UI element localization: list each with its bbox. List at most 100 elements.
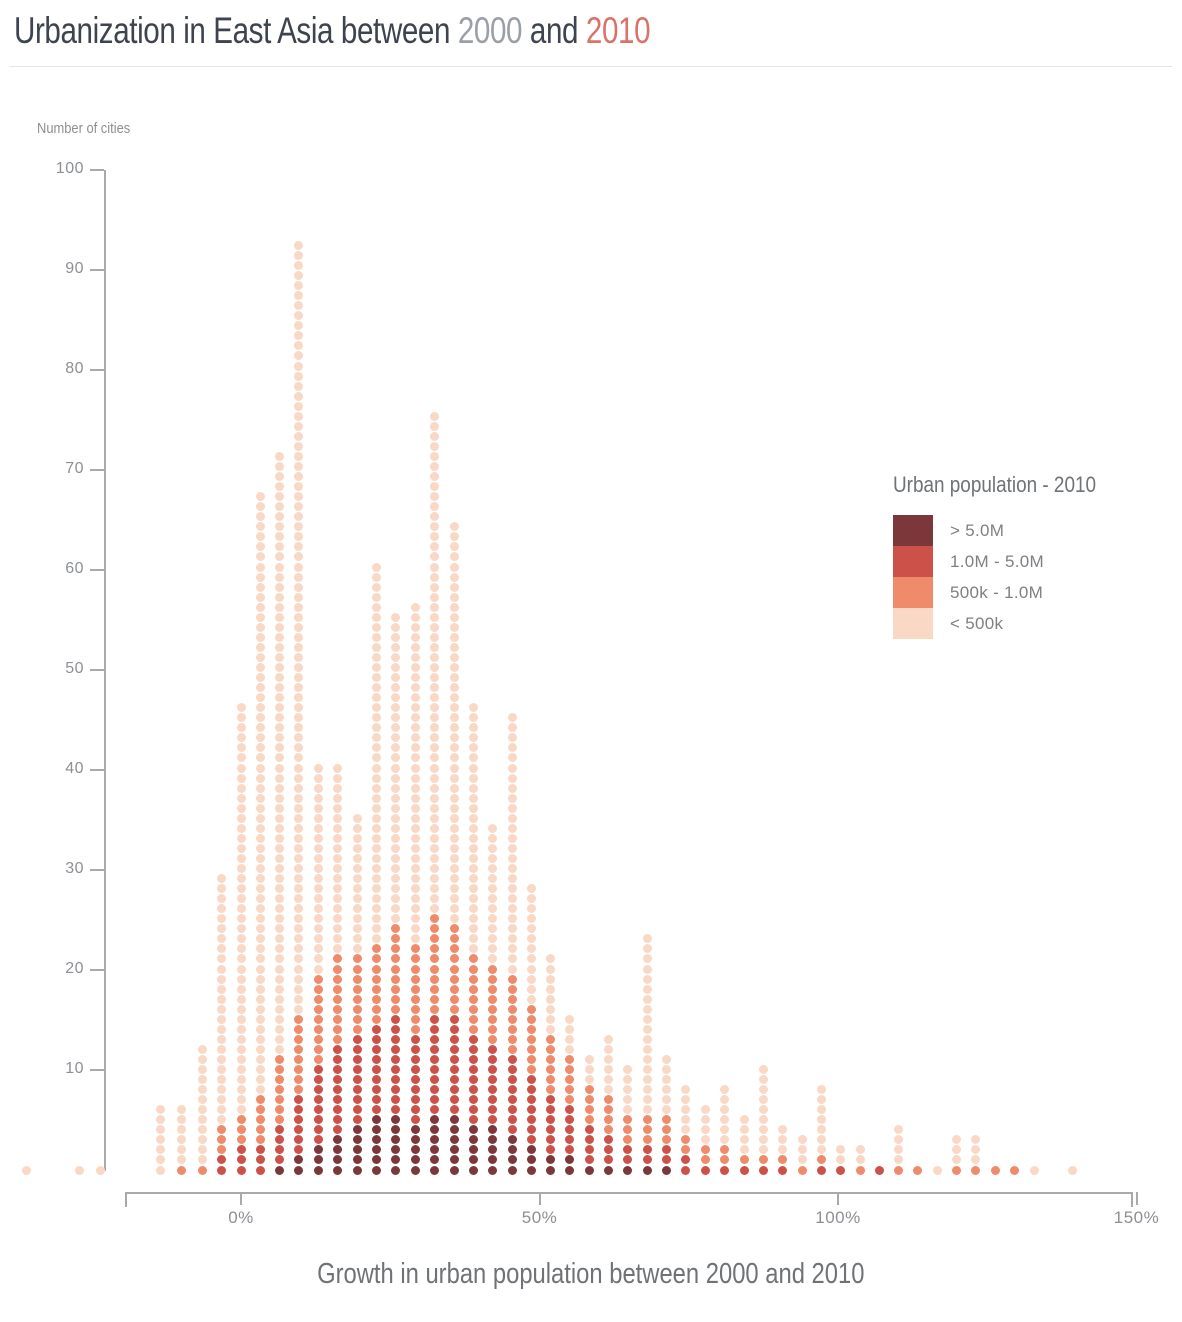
data-dot bbox=[391, 652, 401, 662]
legend: Urban population - 2010 > 5.0M 1.0M - 5.0… bbox=[893, 472, 1163, 639]
data-dot bbox=[294, 592, 304, 602]
data-dot bbox=[487, 833, 497, 843]
x-axis-end-cap bbox=[125, 1192, 127, 1207]
data-dot bbox=[468, 1155, 478, 1165]
data-dot bbox=[255, 843, 265, 853]
data-dot bbox=[643, 1125, 653, 1135]
data-dot bbox=[468, 934, 478, 944]
data-dot bbox=[372, 803, 382, 813]
data-dot bbox=[294, 874, 304, 884]
data-dot bbox=[294, 1095, 304, 1105]
data-dot bbox=[526, 974, 536, 984]
data-dot bbox=[314, 803, 324, 813]
legend-item-label[interactable]: 500k - 1.0M bbox=[950, 583, 1044, 602]
data-dot bbox=[352, 1135, 362, 1145]
data-dot bbox=[449, 612, 459, 622]
data-dot bbox=[275, 622, 285, 632]
data-dot bbox=[565, 1125, 575, 1135]
data-dot bbox=[429, 1095, 439, 1105]
data-dot bbox=[410, 843, 420, 853]
data-dot bbox=[372, 864, 382, 873]
data-dot bbox=[294, 884, 304, 894]
data-dot bbox=[391, 874, 401, 884]
data-dot bbox=[314, 823, 324, 833]
data-dot bbox=[546, 1085, 556, 1095]
data-dot bbox=[255, 813, 265, 823]
data-dot bbox=[449, 642, 459, 652]
data-dot bbox=[155, 1115, 165, 1125]
data-dot bbox=[643, 1115, 653, 1125]
data-dot bbox=[255, 723, 265, 733]
data-dot bbox=[507, 1095, 517, 1105]
data-dot bbox=[526, 1054, 536, 1064]
data-dot bbox=[255, 642, 265, 652]
data-dot bbox=[777, 1145, 787, 1155]
data-dot bbox=[391, 803, 401, 813]
data-dot bbox=[176, 1155, 186, 1165]
data-dot bbox=[816, 1105, 826, 1115]
data-dot bbox=[429, 512, 439, 522]
data-dot bbox=[623, 1115, 633, 1125]
legend-swatch[interactable] bbox=[893, 546, 933, 577]
data-dot bbox=[294, 401, 304, 411]
data-dot bbox=[584, 1115, 594, 1125]
data-dot bbox=[429, 482, 439, 492]
legend-swatch[interactable] bbox=[893, 577, 933, 608]
data-dot bbox=[662, 1155, 672, 1165]
data-dot bbox=[526, 1085, 536, 1095]
data-dot bbox=[546, 1014, 556, 1024]
data-dot bbox=[294, 904, 304, 914]
data-dot bbox=[372, 874, 382, 884]
data-dot bbox=[584, 1105, 594, 1115]
data-dot bbox=[255, 994, 265, 1004]
legend-item-label[interactable]: < 500k bbox=[950, 614, 1004, 633]
data-dot bbox=[720, 1165, 730, 1175]
data-dot bbox=[275, 823, 285, 833]
legend-title: Urban population - 2010 bbox=[893, 472, 1097, 497]
data-dot bbox=[236, 713, 246, 723]
data-dot bbox=[391, 914, 401, 924]
data-dot bbox=[391, 823, 401, 833]
data-dot bbox=[410, 622, 420, 632]
data-dot bbox=[275, 1004, 285, 1014]
data-dot bbox=[372, 1075, 382, 1085]
data-dot bbox=[391, 904, 401, 914]
data-dot bbox=[217, 1085, 227, 1095]
data-dot bbox=[487, 1165, 497, 1175]
data-dot bbox=[565, 1085, 575, 1095]
data-dot bbox=[449, 924, 459, 934]
data-dot bbox=[236, 733, 246, 743]
data-dot bbox=[487, 853, 497, 863]
data-dot bbox=[294, 1065, 304, 1074]
data-dot bbox=[155, 1165, 165, 1175]
data-dot bbox=[468, 1085, 478, 1095]
data-dot bbox=[314, 1065, 324, 1074]
data-dot bbox=[372, 793, 382, 803]
data-dot bbox=[449, 542, 459, 552]
data-dot bbox=[681, 1165, 691, 1175]
data-dot bbox=[604, 1075, 614, 1085]
data-dot bbox=[391, 1115, 401, 1125]
data-dot bbox=[176, 1145, 186, 1155]
data-dot bbox=[294, 462, 304, 471]
data-dot bbox=[449, 773, 459, 783]
data-dot bbox=[314, 1075, 324, 1085]
data-dot bbox=[236, 1145, 246, 1155]
data-dot bbox=[391, 703, 401, 713]
data-dot bbox=[255, 612, 265, 622]
legend-swatch[interactable] bbox=[893, 608, 933, 639]
y-axis-title: Number of cities bbox=[37, 120, 131, 137]
data-dot bbox=[449, 713, 459, 723]
legend-item-label[interactable]: 1.0M - 5.0M bbox=[950, 552, 1044, 571]
data-dot bbox=[391, 1165, 401, 1175]
data-dot bbox=[604, 1065, 614, 1074]
data-dot bbox=[294, 311, 304, 321]
legend-item-label[interactable]: > 5.0M bbox=[950, 521, 1005, 540]
data-dot bbox=[217, 964, 227, 974]
data-dot bbox=[487, 1095, 497, 1105]
data-dot bbox=[449, 1165, 459, 1175]
legend-swatch[interactable] bbox=[893, 515, 933, 546]
data-dot bbox=[294, 632, 304, 642]
data-dot bbox=[410, 1095, 420, 1105]
data-dot bbox=[429, 431, 439, 441]
